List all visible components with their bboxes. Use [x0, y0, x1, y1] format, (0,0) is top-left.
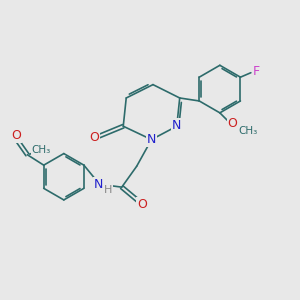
- Text: O: O: [228, 117, 238, 130]
- Text: H: H: [104, 185, 112, 195]
- Text: O: O: [11, 129, 21, 142]
- Text: N: N: [172, 119, 182, 132]
- Text: O: O: [137, 198, 147, 211]
- Text: F: F: [253, 65, 260, 78]
- Text: N: N: [147, 133, 156, 146]
- Text: CH₃: CH₃: [238, 126, 258, 136]
- Text: N: N: [94, 178, 104, 191]
- Text: O: O: [89, 131, 99, 144]
- Text: CH₃: CH₃: [31, 145, 50, 155]
